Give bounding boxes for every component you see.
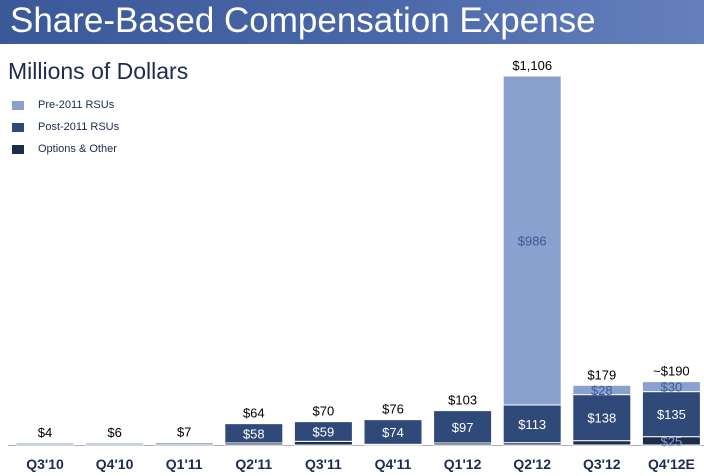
page-title: Share-Based Compensation Expense xyxy=(10,1,596,40)
segment-label-3-1: $58 xyxy=(243,426,265,441)
bar-3-post-2011-rsus xyxy=(224,423,284,444)
segment-label-7-0: $986 xyxy=(518,233,547,248)
legend-label-options: Options & Other xyxy=(38,143,117,155)
legend: Pre-2011 RSUs Post-2011 RSUs Options & O… xyxy=(12,94,119,160)
bar-9-pre-2011-rsus xyxy=(641,381,701,393)
bar-7-post-2011-rsus xyxy=(502,404,562,444)
x-tick-label-0: Q3'10 xyxy=(26,456,64,472)
bar-6-post-2011-rsus xyxy=(433,410,493,444)
bar-0-options-other xyxy=(15,442,75,446)
bar-7-pre-2011-rsus xyxy=(502,75,562,406)
title-bar: Share-Based Compensation Expense xyxy=(0,0,704,44)
bar-8-post-2011-rsus xyxy=(572,394,632,442)
x-tick-label-3: Q2'11 xyxy=(235,456,272,472)
x-tick-label-6: Q1'12 xyxy=(444,456,482,472)
bar-4-post-2011-rsus xyxy=(293,421,353,442)
legend-item-options: Options & Other xyxy=(12,138,119,160)
total-label-4: $70 xyxy=(313,404,335,419)
x-tick-label-4: Q3'11 xyxy=(305,456,342,472)
segment-label-7-1: $113 xyxy=(518,417,546,432)
total-label-6: $103 xyxy=(448,393,477,408)
total-label-5: $76 xyxy=(382,402,404,417)
segment-label-9-2: $25 xyxy=(661,434,683,449)
x-tick-label-5: Q4'11 xyxy=(375,456,412,472)
bar-8-pre-2011-rsus xyxy=(572,384,632,396)
legend-item-post2011: Post-2011 RSUs xyxy=(12,116,119,138)
segment-label-8-0: $28 xyxy=(591,383,613,398)
x-tick-label-1: Q4'10 xyxy=(96,456,134,472)
total-label-9: ~$190 xyxy=(653,364,690,379)
legend-swatch-post2011 xyxy=(12,122,24,132)
segment-label-9-1: $135 xyxy=(657,407,686,422)
legend-swatch-options xyxy=(12,144,24,154)
segment-label-4-1: $59 xyxy=(313,424,335,439)
segment-label-6-1: $97 xyxy=(452,420,474,435)
segment-label-8-1: $138 xyxy=(587,411,616,426)
bar-8-options-other xyxy=(572,440,632,446)
total-label-0: $4 xyxy=(38,425,52,440)
y-axis-label: Millions of Dollars xyxy=(8,58,189,84)
x-tick-label-8: Q3'12 xyxy=(583,456,621,472)
bar-5-post-2011-rsus xyxy=(363,419,423,445)
bar-1-options-other xyxy=(85,442,145,446)
bar-9-post-2011-rsus xyxy=(641,391,701,438)
x-tick-label-7: Q2'12 xyxy=(513,456,551,472)
total-label-7: $1,106 xyxy=(512,58,552,73)
legend-label-pre2011: Pre-2011 RSUs xyxy=(38,99,115,111)
x-tick-label-9: Q4'12E xyxy=(648,456,695,472)
total-label-8: $179 xyxy=(587,367,616,382)
segment-label-5-1: $74 xyxy=(382,425,404,440)
segment-label-9-0: $30 xyxy=(661,380,683,395)
total-label-1: $6 xyxy=(107,425,121,440)
bar-4-options-other xyxy=(293,440,353,446)
legend-label-post2011: Post-2011 RSUs xyxy=(38,121,120,133)
legend-item-pre2011: Pre-2011 RSUs xyxy=(12,94,119,116)
x-tick-label-2: Q1'11 xyxy=(166,456,203,472)
total-label-2: $7 xyxy=(177,425,191,440)
total-label-3: $64 xyxy=(243,406,265,421)
bar-2-options-other xyxy=(154,442,214,446)
legend-swatch-pre2011 xyxy=(12,100,24,110)
